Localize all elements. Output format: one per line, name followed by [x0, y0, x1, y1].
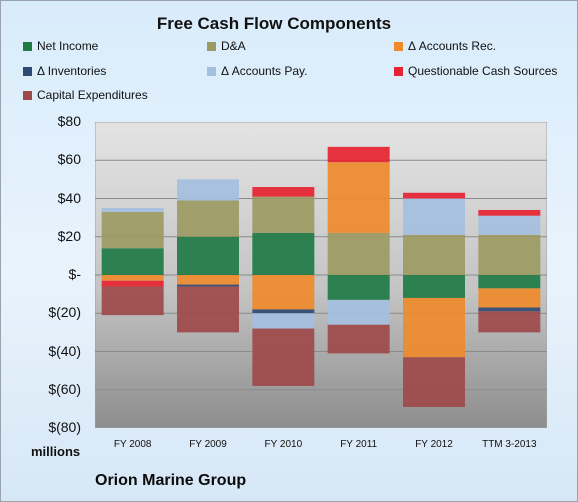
legend-item: D&A	[207, 38, 246, 54]
bar-segment	[177, 275, 239, 285]
x-tick-label: TTM 3-2013	[482, 439, 537, 450]
y-tick-label: $(60)	[48, 380, 81, 397]
bar-segment	[252, 187, 315, 197]
legend-label: Capital Expenditures	[37, 88, 148, 102]
bar-segment	[403, 192, 465, 199]
bar-segment	[327, 275, 390, 300]
plot-area	[95, 122, 547, 428]
bar-segment	[252, 309, 315, 314]
bar-segment	[327, 324, 390, 354]
legend-swatch	[207, 41, 216, 51]
bar-segment	[478, 234, 541, 275]
legend-item: Δ Inventories	[23, 63, 106, 79]
legend-swatch	[23, 90, 32, 100]
y-tick-label: $-	[68, 266, 81, 282]
bar-segment	[177, 284, 239, 287]
y-tick-label: $(80)	[48, 419, 81, 435]
legend-item: Net Income	[23, 38, 98, 54]
bar-segment	[101, 280, 164, 287]
bar-segment	[252, 275, 315, 310]
legend-label: Δ Accounts Rec.	[408, 39, 497, 53]
bar-segment	[101, 248, 164, 275]
bar-segment	[252, 328, 315, 386]
bar-segment	[478, 215, 541, 235]
company-name: Orion Marine Group	[95, 472, 247, 489]
y-tick-label: $60	[57, 151, 81, 168]
x-tick-label: FY 2011	[340, 439, 378, 450]
bar-segment	[478, 275, 541, 289]
x-tick-label: FY 2009	[189, 439, 227, 450]
y-tick-label: $(20)	[48, 304, 81, 321]
bar-segment	[101, 275, 164, 281]
bar-segment	[101, 286, 164, 316]
y-axis-label: millions	[31, 444, 81, 459]
legend-label: Net Income	[37, 39, 99, 53]
legend-item: Capital Expenditures	[23, 87, 148, 103]
bar-segment	[478, 288, 541, 308]
bar-segment	[403, 198, 465, 235]
y-tick-label: $(40)	[48, 342, 81, 359]
y-tick-label: $40	[57, 189, 81, 206]
bar-segment	[177, 286, 239, 333]
legend-label: D&A	[221, 39, 246, 53]
legend-swatch	[23, 66, 32, 76]
y-tick-label: $80	[57, 113, 81, 129]
bar-segment	[327, 146, 390, 163]
legend-swatch	[394, 66, 403, 76]
bar-segment	[252, 313, 315, 329]
bar-segment	[403, 234, 465, 275]
bar-segment	[177, 200, 239, 237]
bar-segment	[327, 162, 390, 233]
bar-segment	[252, 232, 315, 275]
x-tick-label: FY 2010	[264, 439, 303, 450]
legend-swatch	[23, 41, 32, 51]
legend-label: Δ Inventories	[37, 64, 107, 78]
bar-segment	[403, 297, 465, 358]
bar-segment	[478, 209, 541, 216]
legend-item: Δ Accounts Pay.	[207, 63, 308, 79]
bar-segment	[327, 299, 390, 325]
bar-segment	[403, 357, 465, 407]
bar-segment	[478, 307, 541, 312]
legend-swatch	[207, 66, 216, 76]
legend-label: Questionable Cash Sources	[408, 64, 558, 78]
bar-segment	[101, 208, 164, 212]
y-tick-label: $20	[57, 227, 81, 244]
legend-item: Δ Accounts Rec.	[394, 38, 496, 54]
bar-segment	[177, 179, 239, 201]
bar-segment	[327, 232, 390, 275]
bar-segment	[101, 211, 164, 249]
bar-segment	[252, 196, 315, 233]
x-tick-label: FY 2008	[113, 439, 152, 450]
bar-segment	[478, 311, 541, 333]
x-tick-label: FY 2012	[415, 439, 453, 450]
legend-label: Δ Accounts Pay.	[221, 64, 308, 78]
bar-segment	[403, 275, 465, 298]
bar-segment	[177, 236, 239, 275]
legend-swatch	[394, 41, 403, 51]
legend-item: Questionable Cash Sources	[394, 63, 557, 79]
chart-title: Free Cash Flow Components	[156, 14, 392, 33]
